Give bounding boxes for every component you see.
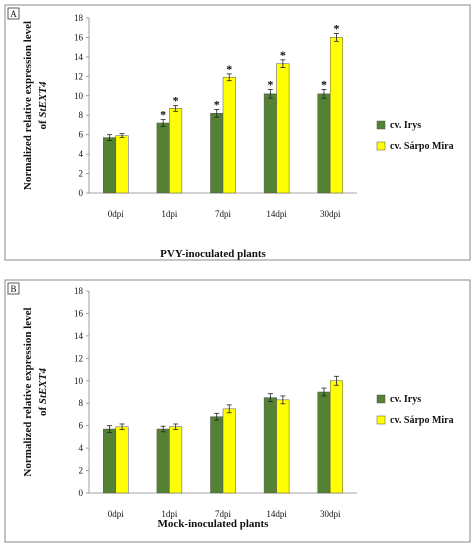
legend-swatch	[376, 415, 386, 425]
legend-swatch	[376, 141, 386, 151]
y-tick-label: 12	[74, 71, 83, 81]
legend: cv. Irys cv. Sárpo Mira	[376, 394, 454, 426]
panel-tag-box	[7, 282, 20, 295]
y-tick-label: 18	[74, 286, 84, 296]
bar-b-14dpi-s1	[276, 399, 290, 494]
bar-b-1dpi-s1	[169, 426, 183, 494]
y-tick-label: 14	[74, 52, 84, 62]
bar-a-1dpi-s0	[156, 122, 170, 194]
x-tick-label: 1dpi	[161, 209, 178, 219]
legend-label: cv. Sárpo Mira	[390, 141, 454, 152]
y-tick-label: 4	[79, 443, 84, 453]
y-axis-label-gene: StEXT4	[37, 81, 49, 118]
bar-a-0dpi-s1	[115, 135, 129, 194]
significance-marker: *	[280, 48, 286, 62]
chart-panel-a: A 0 2 4 6 8 10 12 14 16 18 0dpi * * 1dpi * * 7dpi * * 14dpi *…	[4, 4, 471, 261]
panel-tag: A	[7, 7, 20, 20]
bar-a-30dpi-s0	[317, 93, 331, 194]
x-tick-label: 1dpi	[161, 509, 178, 519]
y-tick-label: 12	[74, 353, 83, 363]
x-tick-label: 30dpi	[320, 509, 341, 519]
panel-tag: B	[7, 282, 20, 295]
x-tick-label: 0dpi	[108, 209, 125, 219]
significance-marker: *	[214, 97, 220, 111]
panel-frame	[4, 4, 471, 261]
bar-a-14dpi-s0	[263, 93, 277, 194]
y-axis-label-gene: StEXT4	[37, 368, 49, 405]
y-axis-label-line1: Normalized relative expression level	[22, 21, 34, 190]
y-tick-label: 14	[74, 331, 84, 341]
significance-marker: *	[160, 108, 166, 122]
x-tick-label: 7dpi	[215, 209, 232, 219]
bar-b-14dpi-s0	[263, 397, 277, 494]
y-axis-label-prefix: of	[37, 118, 49, 130]
x-tick-label: 30dpi	[320, 209, 341, 219]
bar-b-30dpi-s0	[317, 391, 331, 494]
significance-marker: *	[333, 22, 339, 36]
bar-a-7dpi-s0	[210, 113, 224, 194]
y-tick-label: 8	[79, 110, 84, 120]
y-tick-label: 0	[79, 488, 84, 498]
bar-a-0dpi-s0	[103, 137, 117, 194]
bar-a-7dpi-s1	[222, 77, 236, 194]
panel-tag-box	[7, 7, 20, 20]
bar-a-30dpi-s1	[329, 37, 343, 194]
panel-frame	[4, 279, 471, 543]
y-tick-label: 16	[74, 32, 84, 42]
significance-marker: *	[173, 94, 179, 108]
x-tick-label: 0dpi	[108, 509, 125, 519]
significance-marker: *	[226, 62, 232, 76]
significance-marker: *	[321, 77, 327, 91]
y-tick-label: 4	[79, 149, 84, 159]
y-tick-label: 16	[74, 308, 84, 318]
legend: cv. Irys cv. Sárpo Mira	[376, 120, 454, 152]
bar-b-30dpi-s1	[329, 380, 343, 494]
y-axis-label-line2: of StEXT4	[37, 368, 49, 416]
bar-b-7dpi-s0	[210, 416, 224, 494]
significance-marker: *	[267, 77, 273, 91]
x-tick-label: 7dpi	[215, 509, 232, 519]
y-axis-label-prefix: of	[37, 404, 49, 416]
bar-a-14dpi-s1	[276, 63, 290, 194]
y-tick-label: 8	[79, 398, 84, 408]
legend-swatch	[376, 394, 386, 404]
legend-label: cv. Irys	[390, 120, 421, 131]
y-tick-label: 10	[74, 376, 84, 386]
y-tick-label: 0	[79, 188, 84, 198]
bar-b-1dpi-s0	[156, 428, 170, 494]
y-tick-label: 10	[74, 91, 84, 101]
y-axis-label-line2: of StEXT4	[37, 81, 49, 129]
y-tick-label: 2	[79, 169, 84, 179]
x-tick-label: 14dpi	[266, 209, 287, 219]
legend-label: cv. Irys	[390, 394, 421, 405]
bar-b-7dpi-s1	[222, 408, 236, 494]
legend-swatch	[376, 120, 386, 130]
y-axis-label-line1: Normalized relative expression level	[22, 307, 34, 476]
panel-tag-label: B	[10, 284, 16, 294]
x-axis-label: PVY-inoculated plants	[160, 248, 266, 260]
y-tick-label: 18	[74, 13, 84, 23]
y-tick-label: 6	[79, 421, 84, 431]
chart-panel-b: B 0 2 4 6 8 10 12 14 16 18 0dpi 1dpi 7dpi 14dpi 30dpi Mo…	[4, 279, 471, 543]
panel-tag-label: A	[10, 9, 17, 19]
x-tick-label: 14dpi	[266, 509, 287, 519]
bar-a-1dpi-s1	[169, 108, 183, 194]
bar-b-0dpi-s0	[103, 428, 117, 494]
x-axis-label: Mock-inoculated plants	[158, 518, 270, 530]
y-tick-label: 2	[79, 466, 84, 476]
bar-b-0dpi-s1	[115, 426, 129, 494]
legend-label: cv. Sárpo Mira	[390, 415, 454, 426]
y-tick-label: 6	[79, 130, 84, 140]
